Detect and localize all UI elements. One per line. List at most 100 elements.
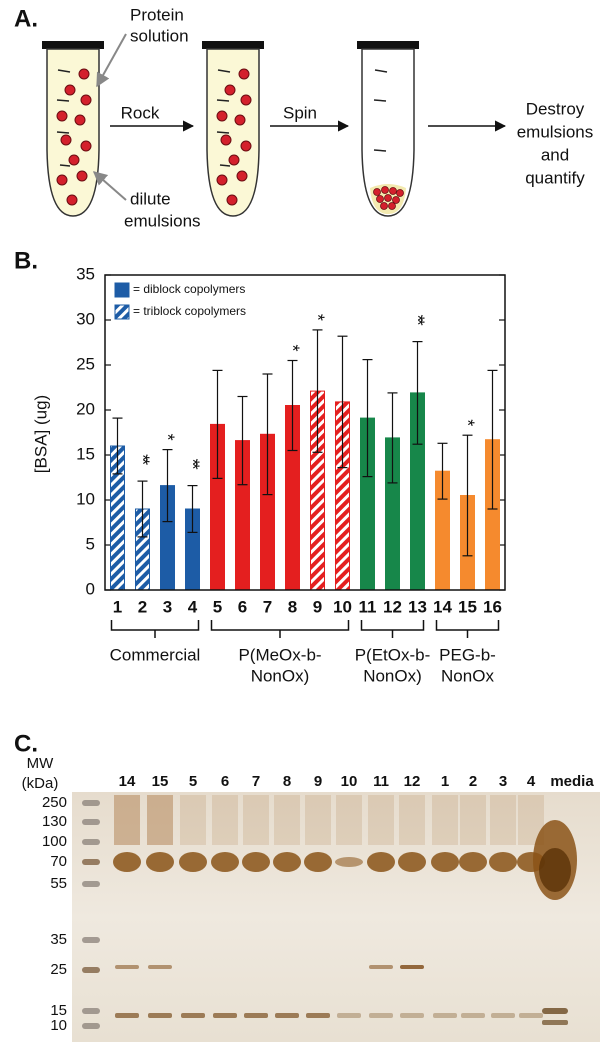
gel-band: [369, 965, 393, 969]
lane-label: 12: [404, 773, 421, 790]
gel-band: [433, 1013, 457, 1018]
gel-band: [335, 857, 363, 867]
group-label: P(EtOx-b-: [355, 645, 431, 664]
marker-band: [82, 839, 100, 845]
lane-label: 11: [373, 773, 389, 790]
legend-label: = diblock copolymers: [133, 282, 245, 296]
gel-band: [148, 1013, 172, 1018]
x-tick-label: 8: [288, 597, 297, 616]
annotation: dilute: [130, 189, 171, 208]
y-tick-label: 35: [76, 264, 95, 283]
significance: *: [308, 314, 328, 321]
x-tick-label: 13: [408, 597, 427, 616]
y-tick-label: 20: [76, 399, 95, 418]
lane-label: media: [550, 773, 594, 790]
x-tick-label: 16: [483, 597, 502, 616]
y-tick-label: 10: [76, 489, 95, 508]
step-label: Spin: [283, 103, 317, 122]
gel-band: [275, 1013, 299, 1018]
gel-smear: [490, 795, 516, 845]
gel-smear: [305, 795, 331, 845]
gel-band: [306, 1013, 330, 1018]
lane-label: 2: [469, 773, 477, 790]
mw-marker-label: 15: [50, 1002, 67, 1019]
group-label: NonOx): [363, 666, 422, 685]
lane-label: 5: [189, 773, 197, 790]
lane-label: 7: [252, 773, 260, 790]
marker-band: [82, 881, 100, 887]
gel-band: [337, 1013, 361, 1018]
x-tick-label: 14: [433, 597, 452, 616]
group-label: NonOx): [251, 666, 310, 685]
gel-band: [459, 852, 487, 872]
marker-band: [82, 1023, 100, 1029]
lane-label: 8: [283, 773, 291, 790]
lane-label: 15: [152, 773, 169, 790]
gel-band: [489, 852, 517, 872]
y-tick-label: 0: [86, 579, 95, 598]
mw-marker-label: 70: [50, 853, 67, 870]
gel-smear: [274, 795, 300, 845]
significance: *: [283, 344, 303, 351]
gel-band: [491, 1013, 515, 1018]
group-label: PEG-b-: [439, 645, 496, 664]
gel-smear: [368, 795, 394, 845]
x-tick-label: 10: [333, 597, 352, 616]
marker-band: [82, 1008, 100, 1014]
gel-band: [181, 1013, 205, 1018]
gel-smear: [336, 795, 362, 845]
lane-label: 10: [341, 773, 358, 790]
x-tick-label: 7: [263, 597, 272, 616]
x-tick-label: 1: [113, 597, 122, 616]
gel-band: [542, 1020, 568, 1025]
lane-label: 6: [221, 773, 229, 790]
tube-1: [42, 41, 104, 217]
x-tick-label: 3: [163, 597, 172, 616]
x-tick-label: 12: [383, 597, 402, 616]
mw-marker-label: 35: [50, 931, 67, 948]
significance: **: [133, 454, 153, 465]
lane-label: 1: [441, 773, 449, 790]
step-label: Destroy: [526, 99, 585, 118]
gel-band: [542, 1008, 568, 1014]
gel-band: [369, 1013, 393, 1018]
group-label: Commercial: [110, 645, 201, 664]
mw-marker-label: 250: [42, 794, 67, 811]
step-label: and: [541, 145, 569, 164]
gel-band: [148, 965, 172, 969]
mw-marker-label: 100: [42, 833, 67, 850]
mw-marker-label: 25: [50, 961, 67, 978]
legend-swatch: [114, 304, 130, 320]
y-tick-label: 25: [76, 354, 95, 373]
gel-band: [539, 848, 571, 892]
annotation: Protein: [130, 5, 184, 24]
mw-marker-label: 10: [50, 1017, 67, 1034]
x-tick-label: 11: [359, 597, 377, 616]
gel-lanes: [82, 795, 577, 1029]
mw-marker-label: 130: [42, 813, 67, 830]
x-tick-label: 15: [458, 597, 477, 616]
group-label: NonOx: [441, 666, 494, 685]
x-tick-label: 4: [188, 597, 198, 616]
x-tick-label: 9: [313, 597, 322, 616]
y-tick-label: 30: [76, 309, 95, 328]
y-tick-label: 5: [86, 534, 95, 553]
gel-smear: [432, 795, 458, 845]
group-label: P(MeOx-b-: [238, 645, 321, 664]
marker-band: [82, 967, 100, 973]
tube-2: [202, 41, 264, 217]
group-bracket: [435, 620, 500, 631]
marker-band: [82, 819, 100, 825]
gel-smear: [399, 795, 425, 845]
step-label: emulsions: [517, 122, 594, 141]
lane-label: 14: [119, 773, 136, 790]
gel-band: [461, 1013, 485, 1018]
step-label: quantify: [525, 168, 585, 187]
gel-band: [400, 1013, 424, 1018]
gel-band: [179, 852, 207, 872]
gel-band: [113, 852, 141, 872]
annotation: solution: [130, 26, 189, 45]
